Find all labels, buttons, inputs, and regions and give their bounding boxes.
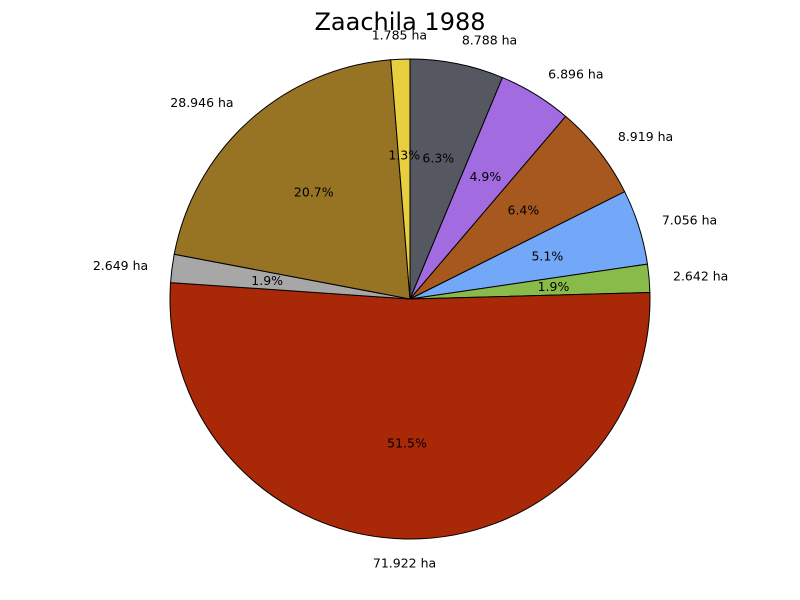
slice-value-label: 28.946 ha bbox=[170, 95, 233, 110]
slice-percent-label: 20.7% bbox=[294, 184, 334, 199]
slice-percent-label: 6.4% bbox=[508, 203, 540, 218]
slice-percent-label: 1.3% bbox=[388, 148, 420, 163]
slice-value-label: 8.919 ha bbox=[618, 129, 673, 144]
slice-value-label: 6.896 ha bbox=[548, 67, 603, 82]
slice-percent-label: 1.9% bbox=[251, 273, 283, 288]
slice-percent-label: 6.3% bbox=[422, 150, 454, 165]
slice-value-label: 2.649 ha bbox=[93, 258, 148, 273]
pie-slice bbox=[173, 59, 411, 300]
pie-slices bbox=[169, 58, 651, 540]
slice-percent-label: 4.9% bbox=[469, 169, 501, 184]
slice-value-label: 71.922 ha bbox=[373, 555, 436, 570]
chart-title: Zaachila 1988 bbox=[314, 8, 486, 36]
slice-percent-label: 51.5% bbox=[387, 435, 427, 450]
slice-percent-label: 1.9% bbox=[538, 279, 570, 294]
slice-percent-label: 5.1% bbox=[531, 248, 563, 263]
pie-slice bbox=[169, 282, 651, 540]
pie-labels: 8.788 ha 6.3% 6.896 ha 4.9% 8.919 ha 6.4% 7.05… bbox=[93, 28, 729, 571]
slice-value-label: 2.642 ha bbox=[673, 269, 728, 284]
pie-slice bbox=[390, 58, 411, 300]
slice-value-label: 7.056 ha bbox=[662, 212, 717, 227]
slice-value-label: 1.785 ha bbox=[372, 28, 427, 43]
slice-value-label: 8.788 ha bbox=[462, 33, 517, 48]
